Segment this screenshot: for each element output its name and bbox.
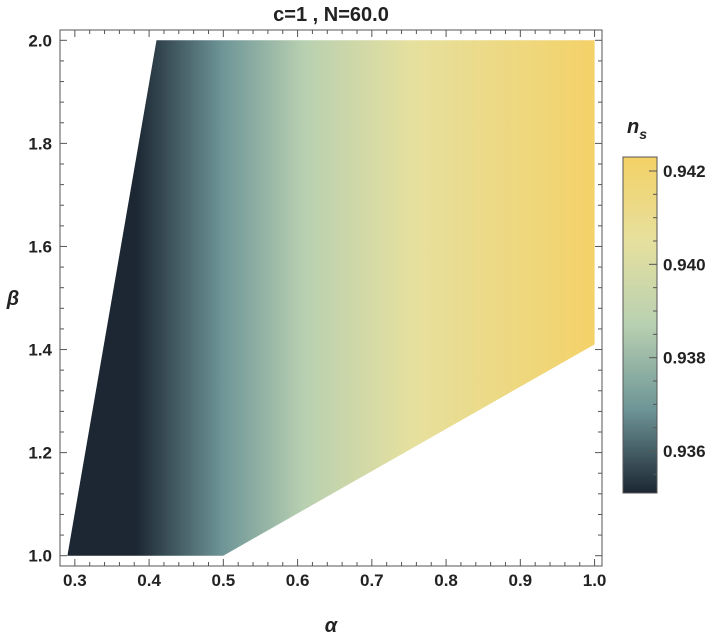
x-tick-label: 0.4 [137,571,161,590]
y-tick-label: 1.8 [28,134,52,153]
x-tick-label: 0.9 [509,571,533,590]
y-tick-label: 1.6 [28,237,52,256]
y-tick-label: 1.4 [28,341,52,360]
x-tick-label: 0.6 [286,571,310,590]
x-tick-label: 0.7 [360,571,384,590]
y-tick-label: 2.0 [28,31,52,50]
chart-title: c=1 , N=60.0 [273,4,389,26]
colorbar [622,156,658,494]
colorbar-tick-label: 0.936 [663,442,706,461]
colorbar-tick-label: 0.938 [663,349,706,368]
colorbar-tick-label: 0.940 [663,255,706,274]
x-tick-label: 0.3 [63,571,87,590]
colorbar-title-subscript: s [639,126,647,142]
x-axis-title: α [325,615,339,637]
y-tick-label: 1.2 [28,444,52,463]
heatmap-region [67,40,595,556]
colorbar-tick-label: 0.942 [663,162,706,181]
y-axis-title: β [6,288,19,310]
x-tick-label: 0.8 [434,571,458,590]
plot-frame [59,29,603,567]
x-tick-label: 0.5 [212,571,236,590]
x-tick-label: 1.0 [583,571,607,590]
colorbar-title: ns [627,116,647,142]
y-tick-label: 1.0 [28,547,52,566]
